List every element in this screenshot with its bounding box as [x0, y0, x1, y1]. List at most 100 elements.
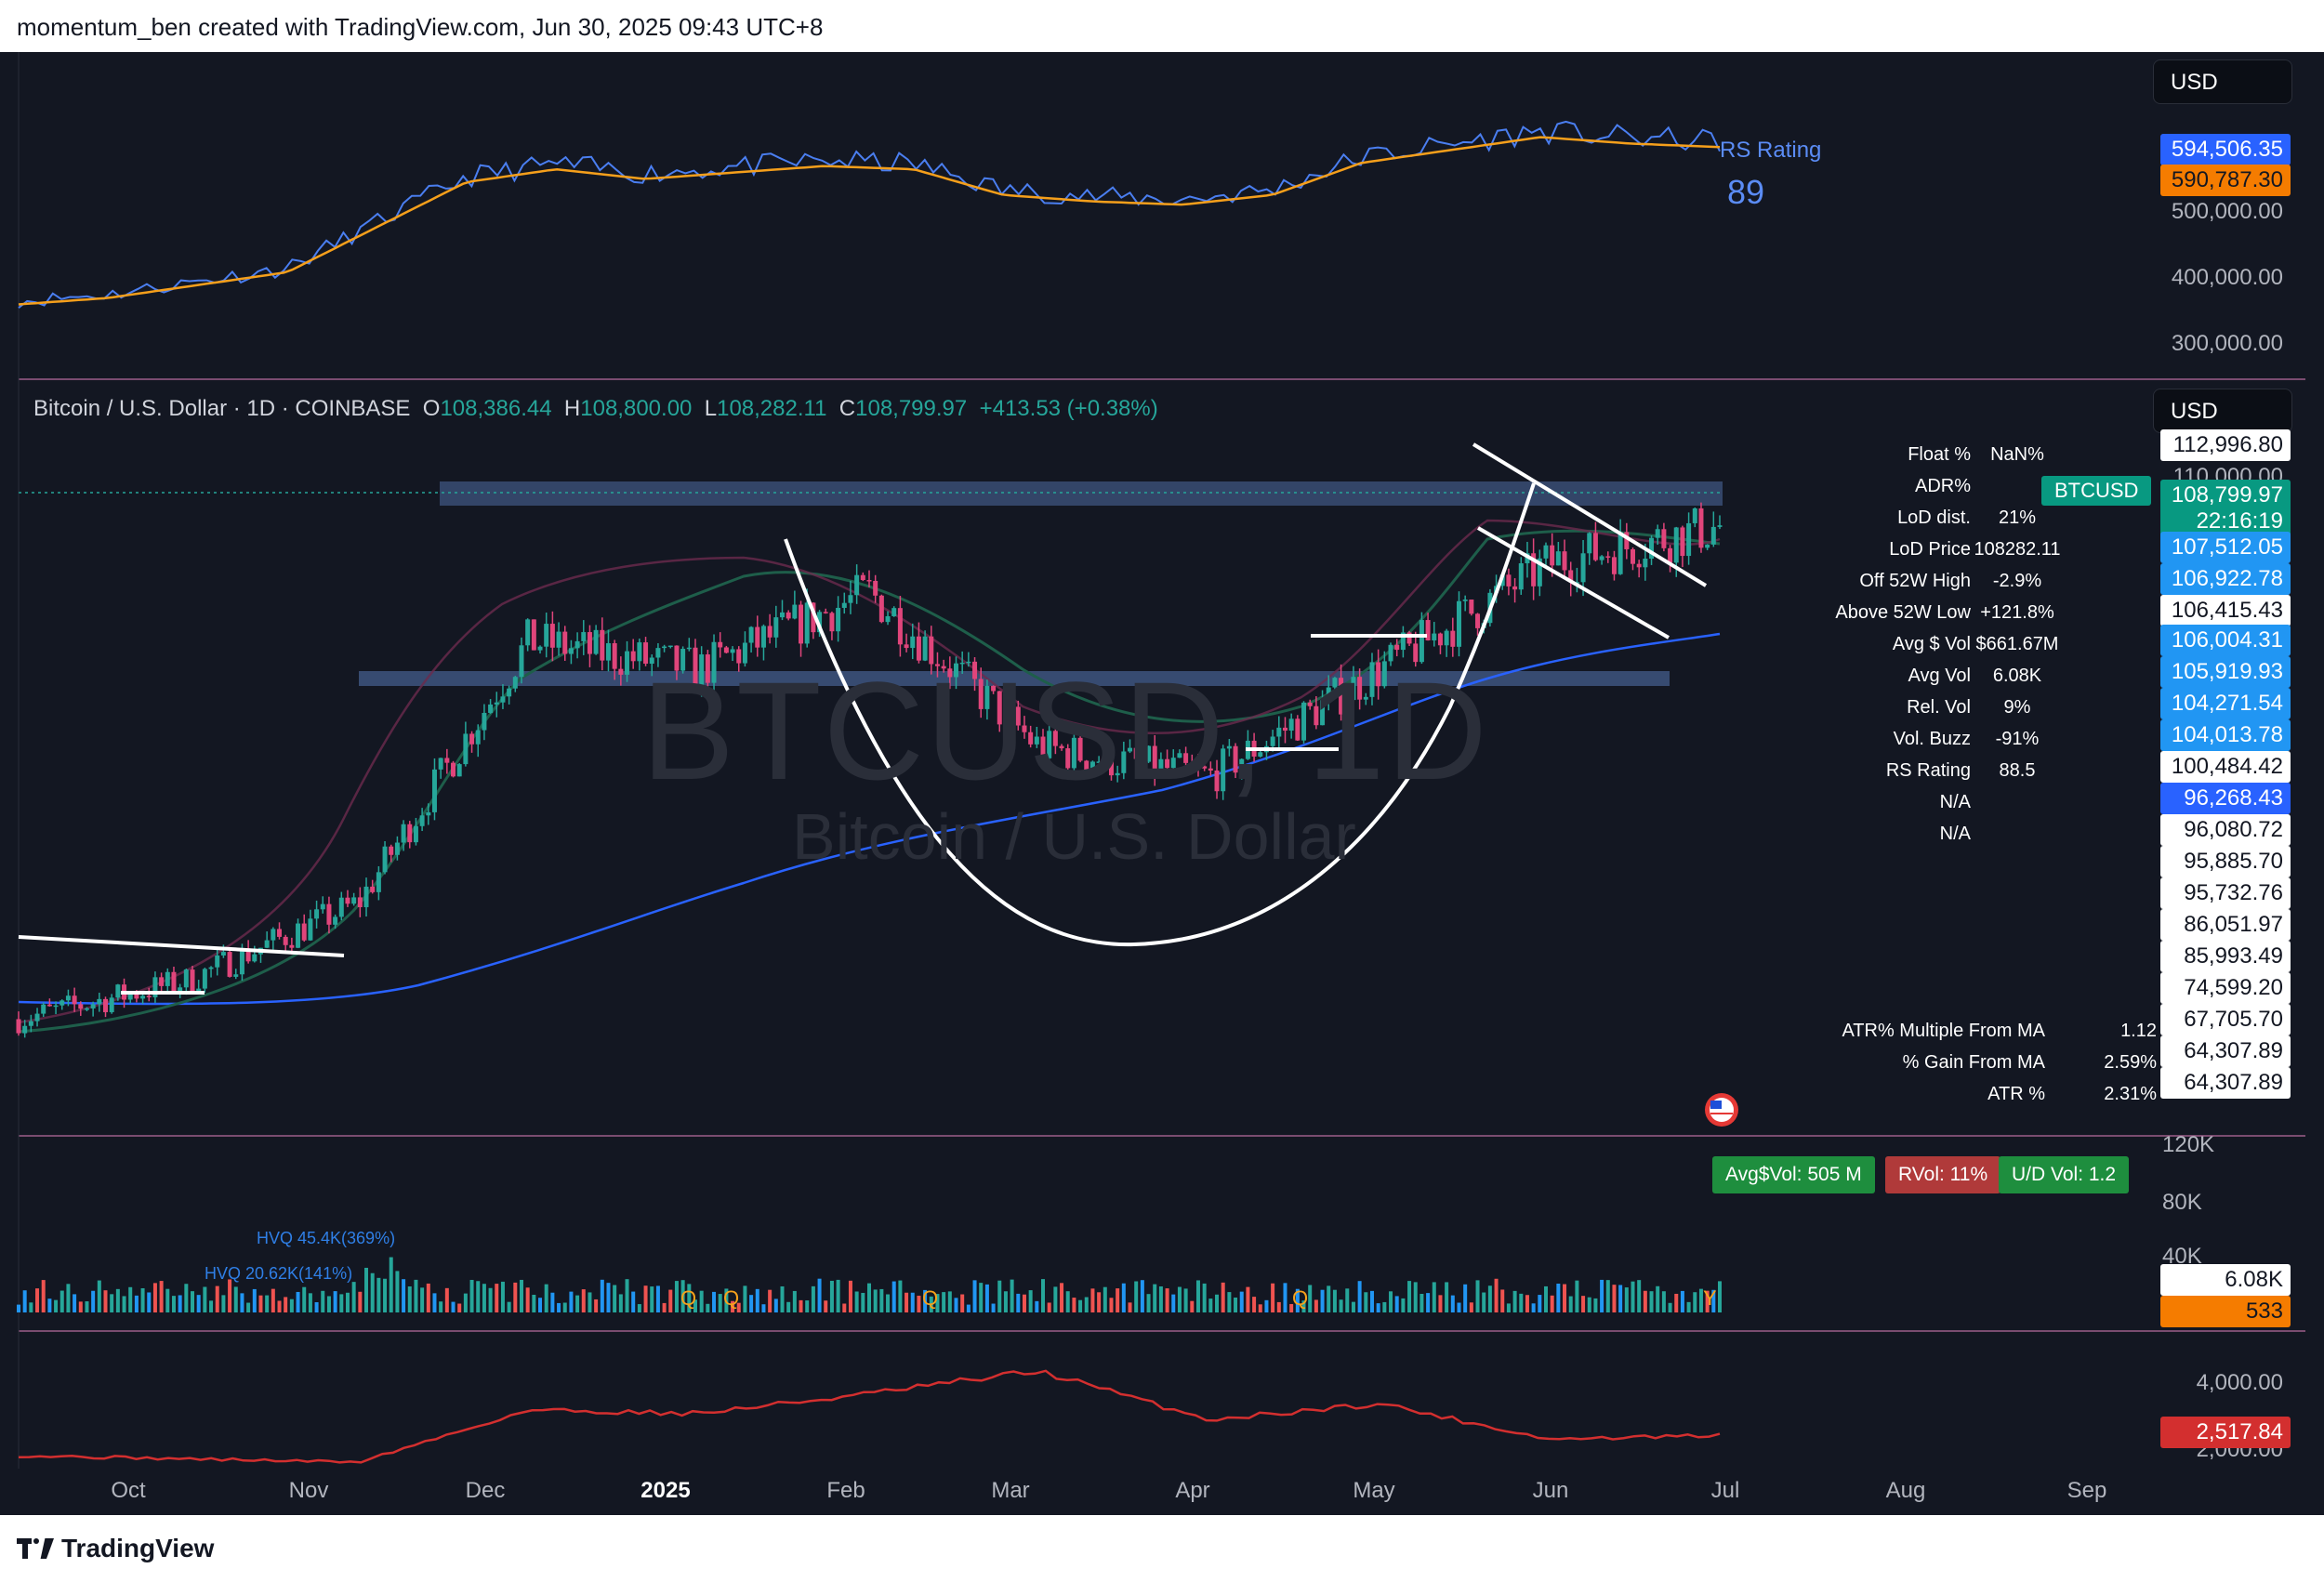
ma-21-line — [18, 519, 1721, 1024]
volume-bar — [1376, 1303, 1380, 1312]
candle-body — [1314, 705, 1319, 726]
volume-bar — [743, 1285, 747, 1312]
candle-body — [326, 903, 332, 925]
stat-label: Above 52W Low — [1835, 602, 1971, 623]
stat-label: ADR% — [1914, 476, 1971, 496]
header-bar: momentum_ben created with TradingView.co… — [0, 0, 2324, 52]
volume-bar — [1519, 1293, 1524, 1312]
volume-bar — [1419, 1293, 1424, 1312]
time-axis-label: May — [1353, 1478, 1395, 1503]
volume-bar — [1035, 1300, 1039, 1312]
candle-body — [1059, 745, 1064, 749]
candle-body — [1568, 570, 1574, 583]
volume-bar — [1010, 1279, 1014, 1312]
volume-bar — [159, 1281, 164, 1312]
candle-body — [152, 977, 158, 997]
candle-body — [934, 664, 940, 666]
volume-bar — [402, 1279, 406, 1312]
candle-body — [718, 641, 723, 648]
candle-body — [115, 984, 121, 998]
volume-bar — [1289, 1303, 1294, 1312]
candle-body — [1692, 508, 1697, 523]
volume-bar — [1463, 1284, 1468, 1312]
candle-body — [674, 645, 680, 671]
currency-button-price[interactable]: USD — [2153, 389, 2292, 433]
volume-label-current: 6.08K — [2160, 1264, 2291, 1296]
volume-bar — [1047, 1302, 1051, 1312]
volume-bar — [731, 1300, 735, 1312]
atr-value-label: 2,517.84 — [2160, 1417, 2291, 1448]
candle-body — [891, 608, 897, 616]
chart-canvas[interactable] — [0, 52, 2324, 1515]
volume-bar — [655, 1285, 660, 1312]
close-label: C — [838, 396, 856, 421]
volume-bar — [1060, 1283, 1064, 1312]
volume-bar — [444, 1287, 449, 1312]
volume-bar — [1445, 1282, 1449, 1312]
symbol-badge: BTCUSD — [2041, 476, 2152, 506]
candle-body — [1437, 633, 1443, 646]
candle-body — [804, 602, 810, 644]
open-label: O — [422, 396, 441, 421]
candle-body — [1406, 632, 1412, 644]
candle-body — [264, 940, 270, 948]
volume-bar — [1332, 1289, 1337, 1312]
ud-vol-badge: U/D Vol: 1.2 — [1999, 1156, 2130, 1193]
candle-body — [662, 646, 667, 649]
volume-bar — [370, 1272, 375, 1312]
volume-bar — [1109, 1298, 1114, 1312]
volume-bar — [326, 1296, 331, 1312]
volume-bar — [519, 1279, 523, 1312]
volume-bar — [469, 1279, 474, 1312]
stat-label: Avg Vol — [1908, 666, 1971, 686]
volume-bar — [1612, 1285, 1617, 1312]
currency-button-rs[interactable]: USD — [2153, 59, 2292, 104]
candle-body — [600, 629, 605, 661]
volume-bar — [693, 1299, 697, 1312]
candle-body — [494, 702, 499, 705]
volume-bar — [1432, 1282, 1436, 1312]
candle-body — [1555, 551, 1561, 566]
volume-bar — [345, 1292, 350, 1312]
candle-body — [954, 663, 959, 678]
candle-body — [1599, 556, 1604, 560]
rs-rating-ma-line — [18, 136, 1721, 306]
volume-bar — [35, 1288, 40, 1312]
volume-bar — [196, 1295, 201, 1312]
candle-body — [562, 631, 568, 654]
candle-body — [16, 1019, 21, 1034]
volume-bar — [861, 1292, 865, 1312]
candle-body — [1419, 620, 1424, 663]
candle-body — [1543, 545, 1549, 559]
candle-body — [1276, 727, 1282, 737]
volume-bar — [1276, 1301, 1281, 1312]
candle-body — [1456, 600, 1461, 647]
candle-body — [283, 936, 288, 945]
volume-bar — [1264, 1299, 1269, 1312]
volume-bar — [1041, 1279, 1046, 1312]
volume-bar — [1239, 1291, 1244, 1312]
candle-body — [531, 619, 536, 651]
candle-body — [680, 649, 686, 671]
volume-bar — [1407, 1281, 1412, 1312]
candle-body — [338, 897, 344, 917]
candle-body — [755, 626, 760, 648]
price-scale-label: 112,996.80 — [2160, 429, 2291, 461]
volume-bar — [1308, 1285, 1313, 1312]
candle-body — [1462, 600, 1468, 601]
volume-bar — [1711, 1289, 1716, 1312]
candle-body — [289, 944, 295, 948]
candle-body — [1326, 687, 1331, 701]
time-axis-label: Jul — [1710, 1478, 1740, 1503]
candle-body — [1587, 533, 1592, 554]
avg-dollar-vol-badge: Avg$Vol: 505 M — [1712, 1156, 1875, 1193]
candle-body — [1673, 527, 1679, 563]
candle-body — [1605, 556, 1611, 558]
volume-bar — [1116, 1288, 1120, 1312]
time-axis-label: Sep — [2067, 1478, 2107, 1503]
candle-body — [686, 647, 692, 650]
cup-curve — [784, 482, 1536, 947]
volume-bar — [929, 1296, 933, 1312]
volume-bar — [1158, 1285, 1163, 1312]
candle-body — [351, 897, 357, 904]
